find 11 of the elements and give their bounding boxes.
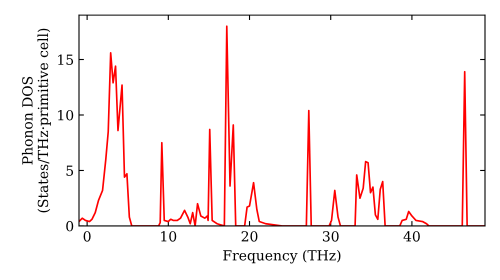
- x-tick-label: 30: [322, 231, 339, 242]
- y-tick-label: 5: [66, 166, 74, 176]
- x-tick-label: 10: [161, 231, 176, 242]
- y-tick-label: 0: [66, 220, 74, 232]
- y-tick-label: 15: [58, 54, 74, 65]
- x-tick-label: 20: [242, 231, 258, 242]
- x-tick-label: 40: [404, 231, 420, 242]
- y-axis-title: Phonon DOS (States/THz·primitive cell): [22, 28, 51, 212]
- x-tick-label: 0: [84, 231, 91, 242]
- y-tick-label: 10: [58, 110, 74, 120]
- x-axis-title: Frequency (THz): [223, 250, 340, 264]
